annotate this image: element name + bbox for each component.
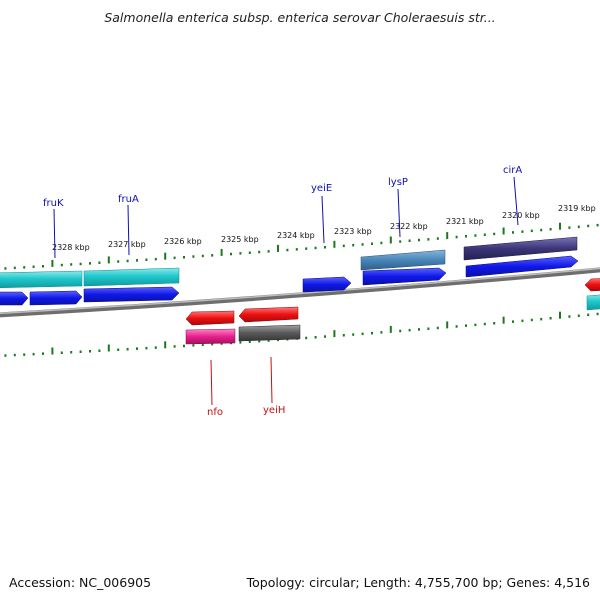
gene-arrow[interactable] (185, 310, 235, 326)
reverse-gene-labels: nfo yeiH (207, 356, 285, 418)
inner-tick-ruler (4, 311, 599, 357)
scale-label: 2327 kbp (108, 240, 146, 249)
reverse-feature-row-inner (185, 278, 600, 326)
gene-arrow[interactable] (29, 290, 83, 306)
gene-arrow[interactable] (83, 286, 180, 303)
gene-arrow[interactable] (302, 276, 352, 293)
scale-label: 2321 kbp (446, 217, 484, 226)
scale-label: 2322 kbp (390, 222, 428, 231)
genome-backbone-highlight (0, 267, 600, 315)
forward-gene-labels: fruK fruA yeiE lysP cirA (43, 165, 522, 259)
gene-feature[interactable] (586, 294, 600, 311)
outer-tick-ruler (4, 222, 599, 270)
scale-label: 2319 kbp (558, 204, 596, 213)
gene-label-lysP[interactable]: lysP (388, 177, 408, 188)
gene-feature[interactable] (238, 324, 301, 342)
forward-feature-row-inner (0, 255, 579, 306)
scale-label: 2320 kbp (502, 211, 540, 220)
gene-label-yeiH[interactable]: yeiH (263, 405, 285, 416)
scale-label: 2323 kbp (334, 227, 372, 236)
gene-arrow[interactable] (584, 278, 600, 292)
genome-title: Salmonella enterica subsp. enterica sero… (104, 10, 496, 25)
gene-label-cirA[interactable]: cirA (503, 165, 522, 176)
accession-text: Accession: NC_006905 (9, 575, 152, 590)
gene-feature[interactable] (185, 328, 236, 345)
scale-label: 2324 kbp (277, 231, 315, 240)
gene-arrow[interactable] (465, 255, 579, 278)
gene-feature[interactable] (0, 270, 83, 289)
scale-label: 2325 kbp (221, 235, 259, 244)
forward-feature-row-outer (0, 236, 600, 311)
gene-feature[interactable] (463, 236, 578, 261)
genome-summary-text: Topology: circular; Length: 4,755,700 bp… (246, 575, 590, 590)
gene-arrow[interactable] (238, 306, 299, 323)
genome-backbone (0, 267, 600, 318)
gene-label-yeiE[interactable]: yeiE (311, 183, 332, 194)
gene-label-fruA[interactable]: fruA (118, 194, 139, 205)
reverse-feature-row-outer (185, 324, 301, 345)
scale-labels: 2328 kbp 2327 kbp 2326 kbp 2325 kbp 2324… (52, 204, 596, 252)
scale-label: 2328 kbp (52, 243, 90, 252)
gene-feature[interactable] (360, 249, 446, 271)
gene-label-fruK[interactable]: fruK (43, 198, 64, 209)
gene-arrow[interactable] (0, 291, 29, 306)
gene-label-nfo[interactable]: nfo (207, 407, 223, 418)
gene-feature[interactable] (83, 267, 180, 287)
gene-arrow[interactable] (362, 267, 447, 286)
scale-label: 2326 kbp (164, 237, 202, 246)
